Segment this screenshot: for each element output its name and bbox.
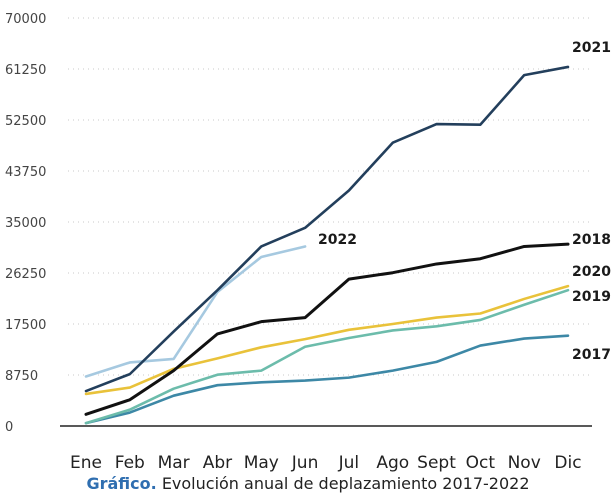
series-line-2021 bbox=[84, 65, 570, 393]
series-label-2020: 2020 bbox=[572, 264, 611, 280]
series-label-2022: 2022 bbox=[318, 232, 357, 248]
y-tick-label: 70000 bbox=[5, 12, 46, 27]
series-line-2020 bbox=[84, 284, 570, 396]
y-axis-ticks: 0 8750 17500 26250 35000 43750 52500 61250 70000 bbox=[5, 12, 46, 435]
x-tick-label: May bbox=[244, 453, 279, 473]
y-tick-label: 35000 bbox=[5, 216, 46, 231]
series-line-2022 bbox=[84, 245, 307, 378]
series-label-2018: 2018 bbox=[572, 232, 611, 248]
series-label-2021: 2021 bbox=[572, 40, 611, 56]
y-tick-label: 43750 bbox=[5, 165, 46, 180]
x-tick-label: Mar bbox=[158, 453, 190, 473]
x-tick-label: Feb bbox=[115, 453, 145, 473]
y-tick-label: 17500 bbox=[5, 318, 46, 333]
y-tick-label: 61250 bbox=[5, 63, 46, 78]
caption-prefix: Gráfico. bbox=[86, 474, 157, 493]
y-tick-label: 52500 bbox=[5, 114, 46, 129]
x-tick-label: Ene bbox=[70, 453, 102, 473]
x-tick-label: Dic bbox=[554, 453, 581, 473]
x-tick-label: Nov bbox=[508, 453, 541, 473]
y-tick-label: 0 bbox=[5, 420, 13, 435]
series-label-2017: 2017 bbox=[572, 347, 611, 363]
series-line-2018 bbox=[84, 242, 570, 416]
y-tick-label: 8750 bbox=[5, 369, 38, 384]
x-tick-label: Abr bbox=[203, 453, 232, 473]
gridlines bbox=[60, 17, 592, 427]
caption-text: Evolución anual de deplazamiento 2017-20… bbox=[161, 474, 530, 493]
x-tick-label: Oct bbox=[466, 453, 496, 473]
series-line-2019 bbox=[84, 288, 570, 425]
series-labels: 2017 2018 2019 2020 2021 2022 bbox=[318, 40, 611, 363]
x-tick-label: Jun bbox=[291, 453, 319, 473]
series-line-2017 bbox=[84, 334, 570, 425]
series-lines bbox=[84, 65, 570, 425]
y-tick-label: 26250 bbox=[5, 267, 46, 282]
x-tick-label: Sept bbox=[417, 453, 456, 473]
x-axis-ticks: Ene Feb Mar Abr May Jun Jul Ago Sept Oct Nov Dic bbox=[70, 453, 582, 473]
chart-caption: Gráfico. Evolución anual de deplazamient… bbox=[0, 474, 616, 493]
series-label-2019: 2019 bbox=[572, 289, 611, 305]
x-tick-label: Jul bbox=[338, 453, 360, 473]
x-tick-label: Ago bbox=[376, 453, 409, 473]
